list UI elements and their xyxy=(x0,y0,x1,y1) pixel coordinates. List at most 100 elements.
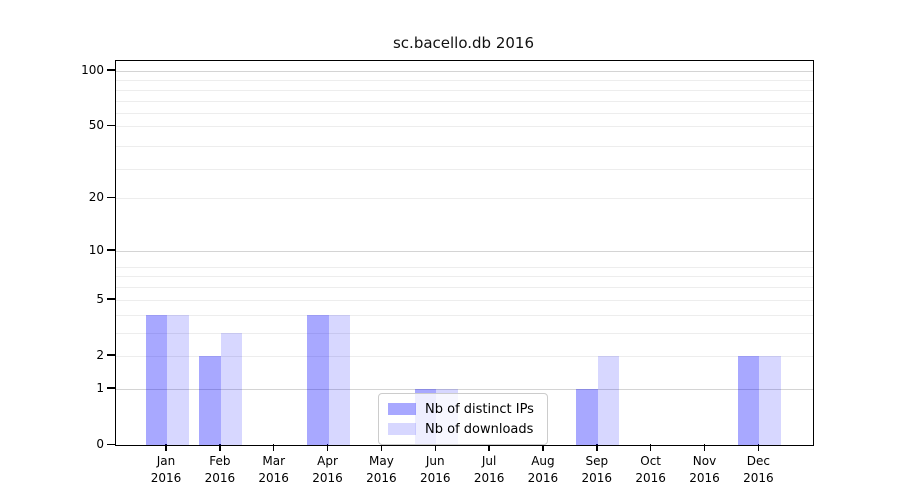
x-tick-label: Aug 2016 xyxy=(511,453,575,487)
x-tick-label: Nov 2016 xyxy=(673,453,737,487)
x-tick-label-year: 2016 xyxy=(312,471,343,485)
major-gridline xyxy=(116,198,813,200)
y-tick-label: 20 xyxy=(88,190,104,205)
x-tick-label-year: 2016 xyxy=(473,471,505,485)
x-tick-mark xyxy=(272,444,275,451)
major-gridline xyxy=(116,126,813,128)
minor-gridline xyxy=(116,332,813,334)
chart-title: sc.bacello.db 2016 xyxy=(392,34,535,52)
x-tick-mark xyxy=(380,444,383,451)
major-gridline xyxy=(116,355,813,357)
x-tick-label-year: 2016 xyxy=(204,471,236,485)
legend-swatch-downloads xyxy=(388,423,416,435)
y-tick-label: 100 xyxy=(81,62,104,77)
bar-downloads xyxy=(597,355,620,445)
y-tick-mark xyxy=(107,196,115,199)
x-tick-label-month: Feb xyxy=(209,454,231,468)
legend-entry-distinct-ips: Nb of distinct IPs xyxy=(388,399,538,419)
x-tick-label-month: May xyxy=(368,454,394,468)
x-tick-mark xyxy=(757,444,760,451)
y-tick-mark xyxy=(107,249,115,251)
legend-swatch-distinct-ips xyxy=(388,403,416,415)
y-tick-mark xyxy=(107,298,115,300)
y-tick-mark xyxy=(107,69,115,71)
y-tick-mark xyxy=(107,124,115,127)
minor-gridline xyxy=(116,314,813,316)
x-tick-label-month: Dec xyxy=(746,454,770,468)
x-tick-label: Feb 2016 xyxy=(188,453,252,487)
minor-gridline xyxy=(116,89,813,91)
x-tick-mark xyxy=(434,444,436,451)
major-gridline xyxy=(116,299,813,301)
y-tick-label: 2 xyxy=(96,347,104,362)
minor-gridline xyxy=(116,287,813,289)
x-tick-label: Oct 2016 xyxy=(619,453,683,487)
bar-distinct-ips xyxy=(576,388,598,445)
bar-distinct-ips xyxy=(307,314,329,445)
y-tick-label: 5 xyxy=(96,291,104,306)
y-tick-label: 1 xyxy=(96,380,104,395)
bar-downloads xyxy=(167,314,189,445)
bar-distinct-ips xyxy=(737,355,760,445)
legend-label-distinct-ips: Nb of distinct IPs xyxy=(425,401,534,417)
bar-downloads xyxy=(328,314,351,445)
x-tick-label-month: Nov xyxy=(692,454,717,468)
plot-area: Nb of distinct IPs Nb of downloads xyxy=(115,60,814,446)
legend-label-downloads: Nb of downloads xyxy=(425,421,534,437)
y-tick-label: 10 xyxy=(88,242,104,257)
x-tick-mark xyxy=(165,444,167,451)
x-tick-label-year: 2016 xyxy=(150,471,182,485)
bar-distinct-ips xyxy=(199,355,221,445)
bar-downloads xyxy=(759,355,781,445)
x-tick-label: Mar 2016 xyxy=(242,453,306,487)
minor-gridline xyxy=(116,169,813,171)
minor-gridline xyxy=(116,80,813,82)
x-tick-mark xyxy=(219,444,221,451)
x-tick-mark xyxy=(596,444,598,451)
minor-gridline xyxy=(116,266,813,268)
bar-distinct-ips xyxy=(145,314,167,445)
minor-gridline xyxy=(116,146,813,148)
x-tick-label-month: Mar xyxy=(262,454,285,468)
x-tick-label-year: 2016 xyxy=(527,471,559,485)
x-tick-mark xyxy=(488,444,490,451)
x-tick-mark xyxy=(326,444,329,451)
minor-gridline xyxy=(116,113,813,115)
y-tick-mark xyxy=(107,387,115,389)
x-tick-label-year: 2016 xyxy=(635,471,666,485)
x-tick-label: Jan 2016 xyxy=(134,453,198,487)
x-tick-label-month: Aug xyxy=(531,454,555,468)
x-tick-mark xyxy=(649,444,652,451)
y-tick-mark xyxy=(107,443,115,445)
x-tick-label-year: 2016 xyxy=(258,471,289,485)
major-gridline xyxy=(116,250,813,252)
x-tick-label-month: Sep xyxy=(585,454,609,468)
legend: Nb of distinct IPs Nb of downloads xyxy=(378,393,548,445)
x-tick-label-month: Oct xyxy=(640,454,662,468)
x-tick-label-year: 2016 xyxy=(419,471,451,485)
x-tick-label-year: 2016 xyxy=(743,471,774,485)
x-tick-label: Apr 2016 xyxy=(296,453,360,487)
x-tick-label: May 2016 xyxy=(349,453,413,487)
x-tick-label: Jun 2016 xyxy=(403,453,467,487)
x-tick-mark xyxy=(703,444,706,451)
minor-gridline xyxy=(116,100,813,102)
x-tick-label-year: 2016 xyxy=(366,471,397,485)
major-gridline xyxy=(116,388,813,390)
x-tick-label-year: 2016 xyxy=(689,471,720,485)
legend-entry-downloads: Nb of downloads xyxy=(388,419,538,439)
x-tick-label: Dec 2016 xyxy=(726,453,790,487)
y-tick-mark xyxy=(107,354,115,356)
x-tick-mark xyxy=(542,444,544,451)
x-tick-label: Sep 2016 xyxy=(565,453,629,487)
x-tick-label-month: Apr xyxy=(317,454,338,468)
major-gridline xyxy=(116,70,813,72)
y-tick-label: 50 xyxy=(88,118,104,133)
bar-downloads xyxy=(220,332,243,445)
x-tick-label-month: Jul xyxy=(481,454,497,468)
x-tick-label-year: 2016 xyxy=(581,471,613,485)
x-tick-label-month: Jan xyxy=(156,454,176,468)
minor-gridline xyxy=(116,276,813,278)
y-tick-label: 0 xyxy=(96,437,104,451)
